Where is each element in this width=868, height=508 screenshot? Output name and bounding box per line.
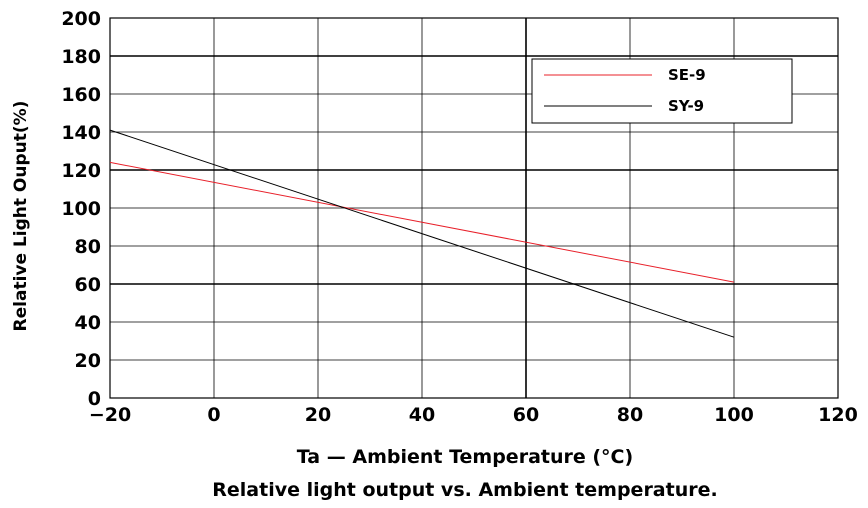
y-tick-label: 200 xyxy=(61,8,101,30)
x-tick-label: 40 xyxy=(409,404,435,426)
y-tick-label: 160 xyxy=(61,84,101,106)
x-tick-label: 120 xyxy=(818,404,858,426)
y-tick-label: 140 xyxy=(61,122,101,144)
x-axis-label: Ta — Ambient Temperature (°C) xyxy=(297,446,633,468)
x-tick-label: 80 xyxy=(617,404,643,426)
y-tick-label: 20 xyxy=(75,350,101,372)
series-line-se-9 xyxy=(109,161,735,283)
legend-box xyxy=(531,58,793,124)
x-tick-labels: −20 0 20 40 60 80 100 120 xyxy=(89,404,858,426)
x-tick-label: 0 xyxy=(207,404,220,426)
y-axis-label: Relative Light Ouput(%) xyxy=(11,101,31,332)
y-tick-label: 40 xyxy=(75,312,101,334)
chart-title: Relative light output vs. Ambient temper… xyxy=(212,479,717,501)
y-tick-label: 0 xyxy=(88,388,101,410)
legend-label-se-9: SE-9 xyxy=(668,66,706,84)
plot-frame xyxy=(109,17,839,399)
x-tick-label: 100 xyxy=(714,404,754,426)
y-tick-label: 120 xyxy=(61,160,101,182)
y-tick-labels: 0 20 40 60 80 100 120 140 160 180 200 xyxy=(61,8,101,410)
series-line-sy-9 xyxy=(109,129,735,338)
y-tick-label: 180 xyxy=(61,46,101,68)
x-tick-label: 20 xyxy=(305,404,331,426)
y-tick-label: 100 xyxy=(61,198,101,220)
x-tick-label: 60 xyxy=(513,404,539,426)
y-tick-label: 60 xyxy=(75,274,101,296)
series-lines xyxy=(109,129,735,338)
x-tick-label: −20 xyxy=(89,404,131,426)
legend-label-sy-9: SY-9 xyxy=(668,97,704,115)
legend: SE-9 SY-9 xyxy=(531,58,793,124)
y-tick-label: 80 xyxy=(75,236,101,258)
